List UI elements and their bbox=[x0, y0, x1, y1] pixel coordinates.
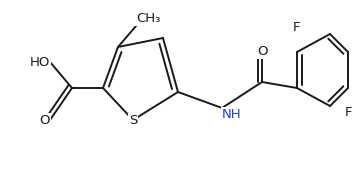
Text: F: F bbox=[344, 106, 352, 119]
Text: HO: HO bbox=[30, 55, 50, 68]
Text: O: O bbox=[257, 45, 267, 58]
Text: CH₃: CH₃ bbox=[136, 12, 160, 25]
Text: S: S bbox=[129, 114, 137, 127]
Text: NH: NH bbox=[222, 108, 242, 121]
Text: O: O bbox=[39, 114, 50, 127]
Text: F: F bbox=[293, 21, 301, 34]
